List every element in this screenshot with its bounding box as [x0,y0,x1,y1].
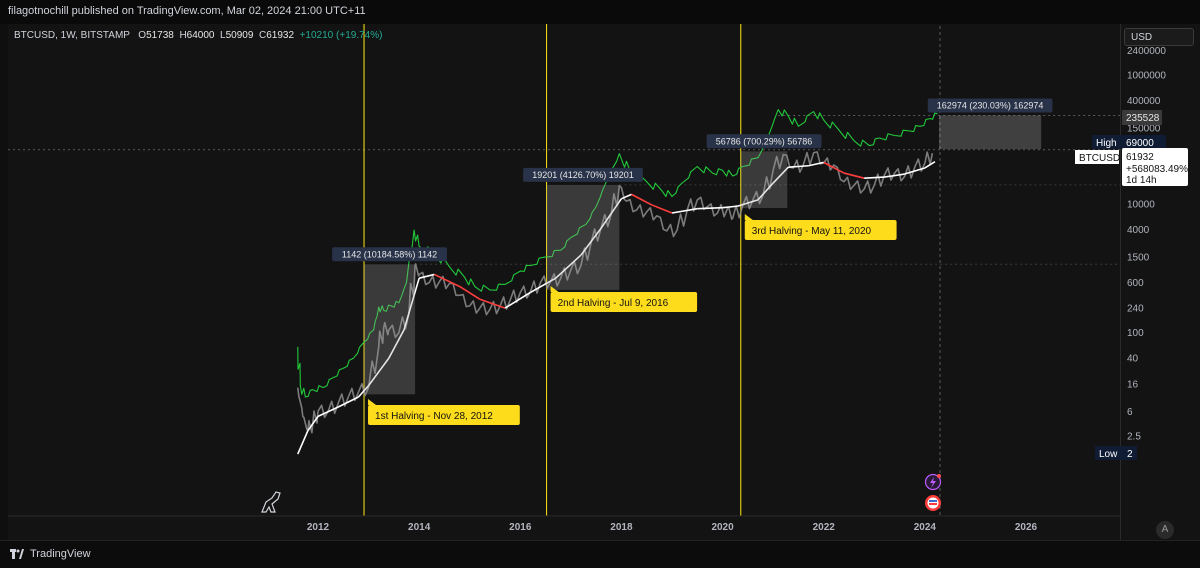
legend-high-label: H [179,30,187,41]
legend-open: 51738 [146,30,174,41]
auto-scale-button[interactable]: A [1156,521,1174,539]
legend-change: +10210 (+19.74%) [299,30,383,41]
chart-area[interactable] [8,24,1120,540]
footer-brand: TradingView [30,548,91,560]
publisher-header: filagotnochill published on TradingView.… [0,0,1200,24]
currency-selector[interactable]: USD [1124,28,1194,46]
ohlc-legend: BTCUSD, 1W, BITSTAMP O51738 H64000 L5090… [14,30,382,41]
legend-close-label: C [258,30,267,41]
legend-open-label: O [138,30,147,41]
publisher-line: filagotnochill published on TradingView.… [8,5,366,17]
legend-high: 64000 [186,30,215,41]
price-axis[interactable] [1120,24,1200,540]
legend-close: 61932 [266,30,295,41]
footer: TradingView [0,540,1200,568]
legend-low-label: L [220,30,226,41]
legend-symbol: BTCUSD, 1W, BITSTAMP [14,30,130,41]
legend-low: 50909 [225,30,254,41]
tradingview-logo-icon [10,549,24,559]
